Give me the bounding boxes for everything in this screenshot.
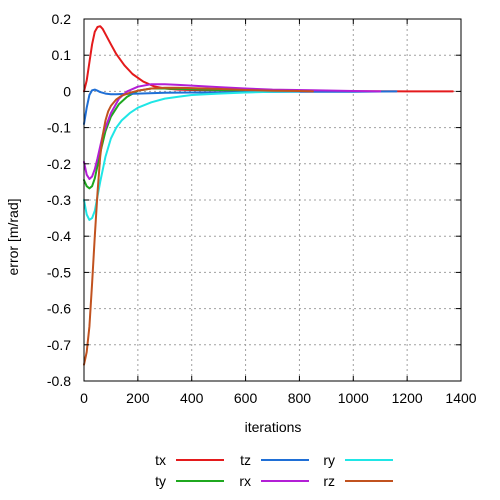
y-tick-label: -0.1 [47,120,71,136]
series-line-rz [83,86,314,366]
y-tick-label: 0 [63,83,71,99]
legend-label-ry: ry [323,452,335,468]
x-tick-label: 600 [234,390,258,406]
legend-label-rz: rz [323,473,335,489]
y-tick-label: -0.6 [47,301,71,317]
y-tick-label: -0.5 [47,264,71,280]
x-tick-label: 200 [126,390,150,406]
y-tick-label: -0.8 [47,373,71,389]
series-line-ry [83,90,301,221]
y-tick-label: 0.2 [52,11,72,27]
series-line-rx [83,83,382,180]
x-tick-label: 0 [80,390,88,406]
axis-ticks: 0 200 400 600 800 1000 1200 1400 0.2 0.1 0 -0.1 -0.2… [47,11,477,406]
x-tick-label: 400 [180,390,204,406]
x-tick-label: 1000 [338,390,369,406]
x-axis-title: iterations [245,419,302,435]
legend-label-ty: ty [155,473,166,489]
y-tick-label: -0.7 [47,337,71,353]
x-tick-label: 1200 [392,390,423,406]
y-tick-label: -0.2 [47,156,71,172]
legend-label-rx: rx [239,473,251,489]
legend: tx ty tz rx ry rz [155,452,393,489]
y-axis-title: error [m/rad] [5,198,21,275]
y-tick-label: 0.1 [52,47,72,63]
y-tick-label: -0.4 [47,228,71,244]
series-line-tx [83,25,454,93]
series-line-ty [83,87,274,190]
x-tick-label: 800 [288,390,312,406]
y-tick-label: -0.3 [47,192,71,208]
grid-lines [84,19,461,381]
x-tick-label: 1400 [445,390,476,406]
legend-label-tx: tx [155,452,166,468]
data-series [83,25,454,366]
legend-label-tz: tz [240,452,251,468]
